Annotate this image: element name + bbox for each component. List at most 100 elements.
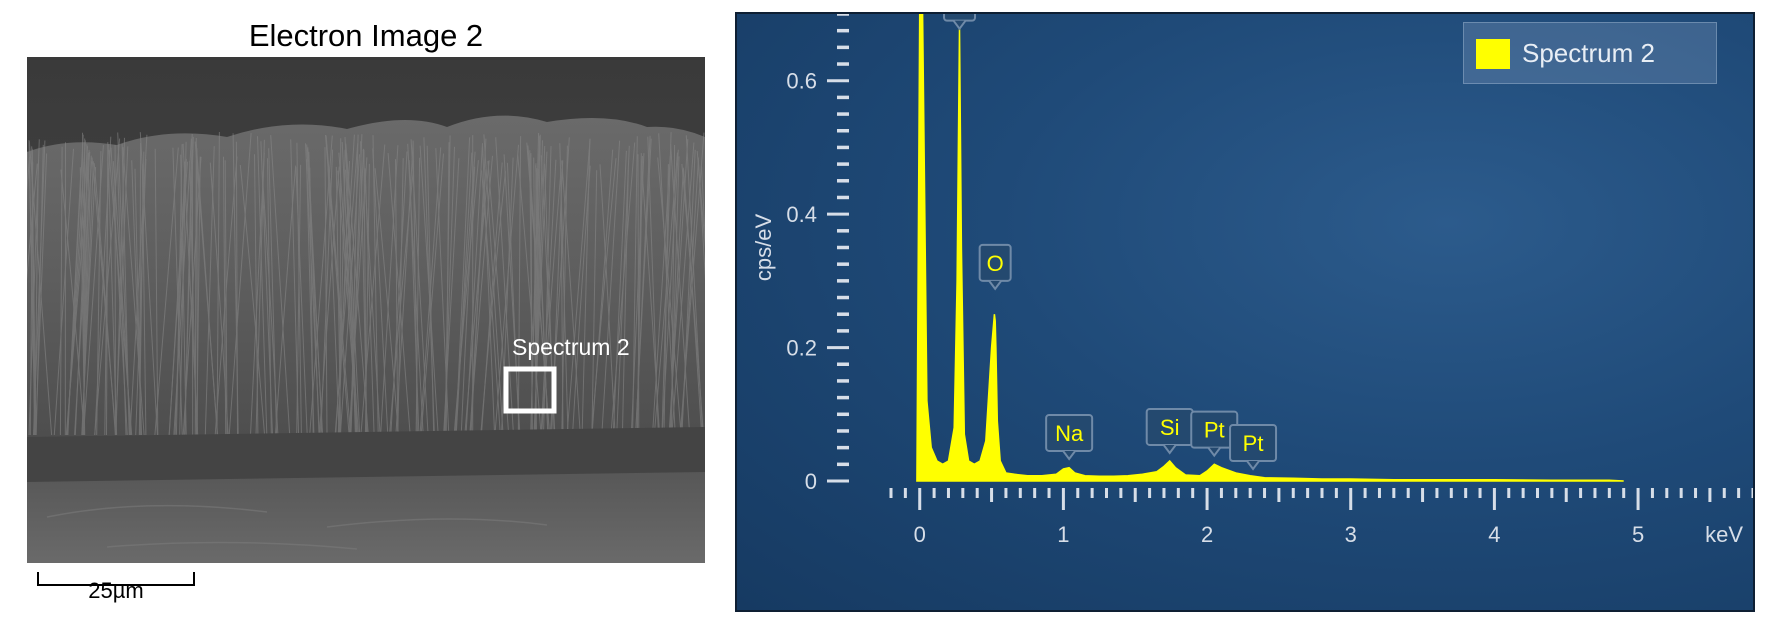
sem-fiber [685, 135, 704, 436]
y-tick-label: 0 [805, 469, 817, 494]
sem-fiber [559, 143, 569, 436]
sem-fiber [337, 160, 350, 436]
legend: Spectrum 2 [1463, 22, 1717, 84]
sem-fiber [566, 138, 591, 436]
sem-fiber [179, 141, 187, 436]
sem-fiber [591, 170, 598, 436]
peak-label-pt: Pt [1190, 410, 1239, 458]
sem-fiber [530, 135, 541, 436]
sem-fiber [204, 146, 215, 436]
sem-fiber [216, 131, 220, 436]
sem-fiber [495, 137, 514, 436]
peak-label-c: C [943, 14, 977, 31]
sem-fiber [679, 132, 705, 436]
sem-fiber [129, 134, 148, 436]
sem-fiber [501, 157, 514, 436]
sem-fiber [453, 160, 479, 436]
sem-fiber [268, 148, 278, 436]
x-tick-label: 2 [1201, 522, 1213, 547]
sem-fiber [93, 163, 116, 436]
sem-fiber [668, 139, 689, 436]
sem-fiber [506, 162, 520, 436]
sem-fiber [94, 136, 112, 436]
y-tick-label: 0.4 [786, 202, 817, 227]
sem-fiber [374, 168, 399, 436]
x-tick-label: 1 [1057, 522, 1069, 547]
sem-fiber [630, 153, 645, 436]
sem-fiber [541, 171, 562, 436]
sem-fiber [469, 169, 487, 436]
y-axis-label: cps/eV [751, 214, 776, 282]
sem-fiber [533, 151, 548, 436]
peak-label-pointer [1246, 460, 1260, 471]
sem-fiber [122, 147, 145, 436]
sem-fiber [224, 160, 228, 436]
x-tick-label: 4 [1488, 522, 1500, 547]
sem-fiber [223, 156, 227, 436]
peak-label-pointer [988, 280, 1002, 291]
sem-fiber [658, 133, 676, 436]
sem-fiber [696, 151, 705, 247]
sem-fiber [670, 144, 691, 436]
sem-fiber [652, 155, 671, 436]
sem-fiber [395, 159, 399, 436]
sem-fiber [28, 139, 40, 436]
peak-label-text: Pt [1204, 418, 1225, 443]
sem-fiber [345, 169, 358, 436]
scale-bar-label: 25µm [88, 578, 144, 603]
sem-fiber [443, 158, 460, 436]
peak-label-pointer [1062, 450, 1076, 461]
sem-fiber [407, 143, 424, 436]
peak-label-text: Pt [1243, 431, 1264, 456]
sem-fiber [616, 145, 630, 436]
sem-fiber [228, 133, 252, 436]
sem-fiber [194, 137, 197, 436]
sem-fiber [581, 139, 591, 436]
sem-fiber [33, 140, 46, 436]
x-axis-label: keV [1705, 522, 1743, 547]
sem-fiber [74, 161, 93, 436]
sem-fiber [415, 157, 421, 436]
sem-fiber [455, 152, 473, 436]
peak-label-text: O [987, 251, 1004, 276]
sem-fiber [257, 136, 268, 436]
sem-fiber [517, 136, 522, 436]
sem-fiber [83, 145, 104, 436]
peak-label-text: Na [1055, 421, 1084, 446]
sem-fiber [419, 145, 439, 436]
sem-micrograph: Spectrum 2 [27, 57, 705, 563]
sem-fiber [81, 166, 97, 436]
sem-fiber [364, 168, 375, 436]
sem-fiber [255, 139, 265, 436]
peak-label-text: Si [1160, 415, 1180, 440]
sem-fiber [590, 158, 617, 436]
sem-fiber [360, 144, 386, 436]
sem-fiber [435, 148, 450, 436]
peak-label-text: C [952, 14, 968, 16]
electron-image: Spectrum 2 [27, 57, 705, 563]
electron-image-title: Electron Image 2 [248, 18, 484, 53]
sem-fiber [480, 171, 506, 436]
x-tick-label: 5 [1632, 522, 1644, 547]
sem-fiber [270, 135, 291, 436]
peak-label-pt: Pt [1229, 423, 1278, 471]
sem-fiber [348, 157, 368, 436]
sem-fiber [154, 147, 179, 436]
sem-fiber [27, 163, 38, 281]
sem-fiber [296, 164, 302, 436]
sem-fiber [426, 145, 435, 436]
peak-label-pointer [1207, 447, 1222, 458]
sem-fiber [324, 147, 328, 436]
sem-fiber [637, 154, 640, 436]
sem-fiber [612, 150, 627, 436]
sem-fiber [395, 143, 414, 436]
sem-fiber [460, 166, 476, 436]
sem-fiber [701, 165, 705, 246]
peak-label-na: Na [1045, 413, 1094, 461]
x-tick-label: 0 [914, 522, 926, 547]
sem-fiber [239, 165, 266, 436]
sem-fiber [599, 164, 616, 436]
sem-fiber [104, 144, 109, 436]
peak-label-pointer [1162, 444, 1177, 455]
peak-label-o: O [978, 243, 1012, 291]
